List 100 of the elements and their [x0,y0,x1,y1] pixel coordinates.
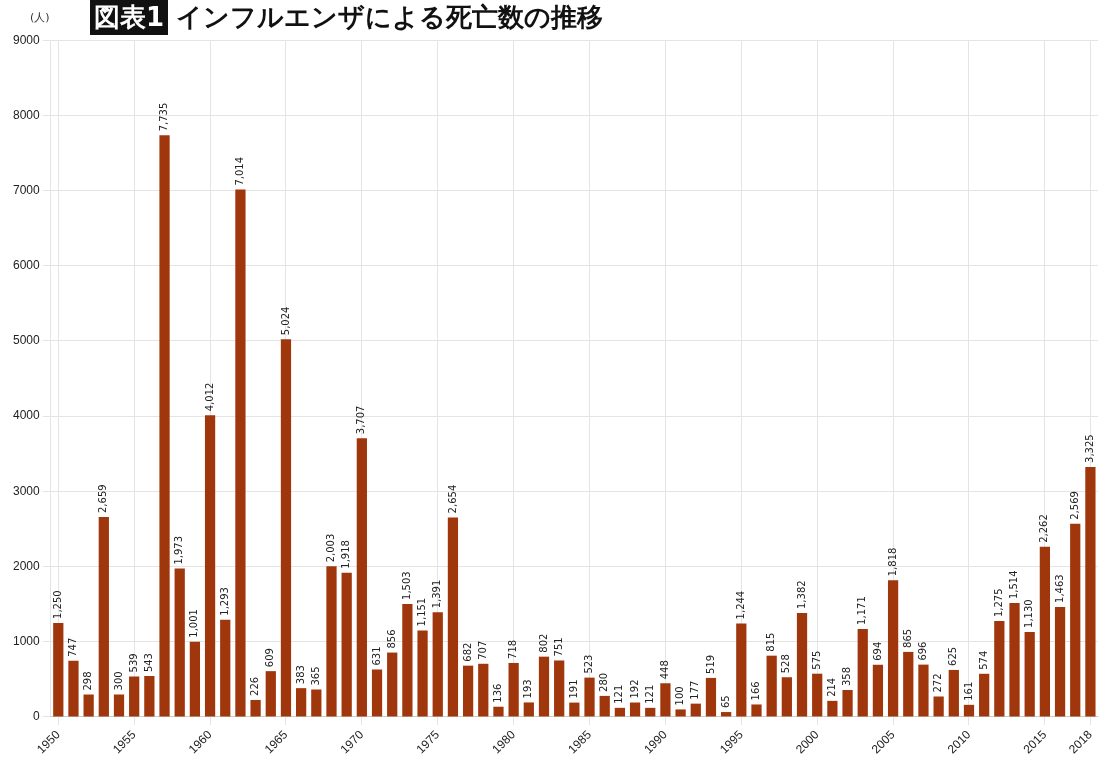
data-label: 1,503 [400,571,412,600]
bar [478,663,489,717]
y-tick-label: 9000 [12,32,41,47]
data-label: 161 [962,681,974,701]
bar [781,677,792,717]
data-label: 625 [947,646,959,666]
data-label: 1,244 [734,590,746,620]
data-label: 7,014 [234,156,246,186]
bar [189,641,201,717]
data-label: 1,382 [795,580,807,610]
data-label: 226 [249,676,261,696]
bar [1085,466,1096,717]
bar [311,689,322,717]
data-label: 298 [82,671,94,691]
bar [918,664,929,717]
data-label: 631 [370,646,382,666]
bar [83,694,94,717]
data-label: 2,262 [1038,514,1050,543]
data-label: 280 [598,672,610,692]
data-label: 1,514 [1008,570,1020,600]
bar [235,189,246,717]
bar [68,660,79,717]
bar [887,580,899,717]
bar [660,683,671,717]
data-label: 166 [750,681,762,701]
bar [250,699,261,717]
bar [98,517,109,717]
data-label: 191 [567,679,579,699]
bar [705,677,717,717]
bar [1009,603,1020,717]
bar [371,669,383,717]
bar [736,623,747,717]
y-tick-label: 8000 [12,107,41,122]
bar [144,676,155,717]
data-label: 2,654 [446,484,458,514]
bar [675,709,686,717]
bar [963,704,975,717]
bar [493,706,504,717]
bar [948,669,959,717]
data-label: 5,024 [279,306,291,336]
y-axis-title: (人) [30,10,50,25]
data-label: 815 [765,632,777,652]
data-label: 3,707 [355,405,367,435]
data-label: 100 [674,686,686,706]
data-label: 193 [522,679,534,699]
data-label: 4,012 [203,382,215,412]
data-label: 528 [780,654,792,674]
bar [857,628,868,717]
data-label: 682 [461,642,473,662]
data-label: 177 [689,680,701,700]
data-label: 856 [385,629,397,649]
data-label: 696 [917,641,929,661]
bar [341,572,352,717]
data-label: 1,250 [51,590,63,619]
data-label: 609 [264,648,276,668]
data-label: 1,293 [218,587,230,616]
data-label: 65 [719,695,731,709]
chart-title: インフルエンザによる死亡数の推移 [176,0,604,34]
data-label: 543 [142,653,154,673]
y-tick-label: 2000 [12,558,41,573]
data-label: 1,391 [431,579,443,609]
y-tick-label: 7000 [12,182,41,197]
data-label: 1,918 [340,540,352,569]
bar [265,671,276,717]
data-label: 1,130 [1023,599,1035,628]
data-label: 358 [841,666,853,687]
data-label: 3,325 [1084,434,1095,463]
bar [447,517,459,717]
y-tick-label: 4000 [12,408,41,423]
bar [1070,523,1081,717]
data-label: 694 [871,641,883,661]
data-label: 1,151 [416,597,428,627]
bar [296,688,307,717]
bar [994,621,1005,717]
data-label: 519 [704,654,716,674]
data-label: 707 [476,640,488,660]
bar [872,664,884,717]
bar [645,707,656,717]
data-label: 121 [643,684,655,704]
y-tick-label: 6000 [12,258,41,273]
y-tick-label: 5000 [12,333,41,348]
data-label: 1,171 [856,596,868,625]
bar [903,651,914,717]
data-label: 1,001 [188,609,200,638]
data-label: 718 [507,639,519,659]
bar [1024,631,1035,717]
bar [1039,546,1050,717]
data-label: 575 [810,650,822,670]
data-label: 2,569 [1068,491,1080,520]
data-label: 272 [932,673,944,693]
data-label: 2,003 [325,533,337,563]
bar [690,703,701,717]
data-label: 7,735 [158,102,170,132]
bar [220,619,231,717]
bar [584,677,595,717]
bar [1054,606,1066,717]
data-label: 802 [537,633,549,653]
bar [402,603,413,717]
data-label: 574 [977,650,989,670]
bar [432,612,443,717]
